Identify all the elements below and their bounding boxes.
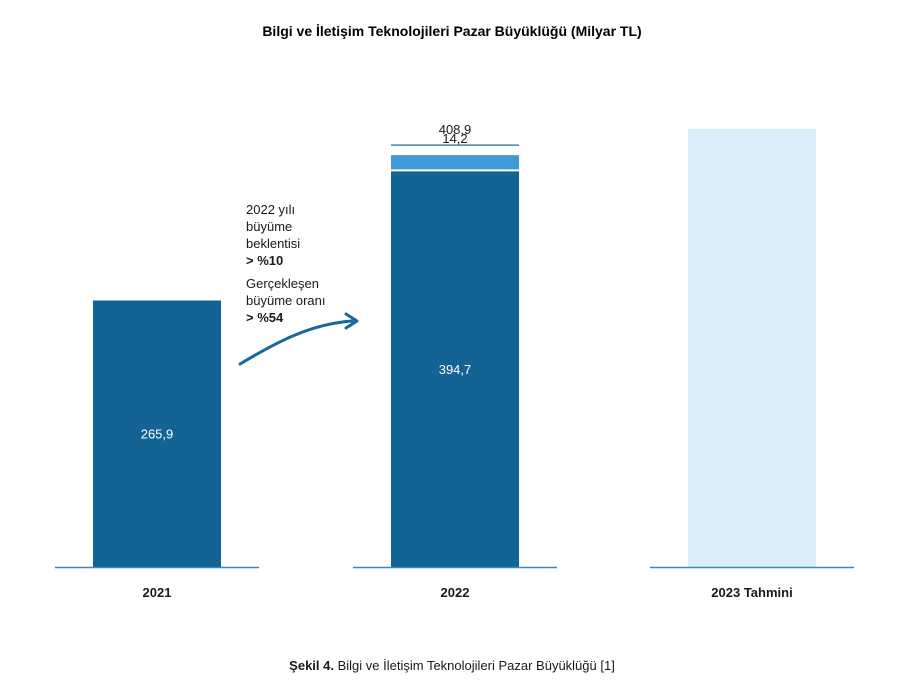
annotation-line-2: büyüme — [246, 219, 292, 234]
data-label-2022-increment: 14,2 — [442, 131, 467, 146]
annotation-line-6: büyüme oranı — [246, 293, 326, 308]
data-label-2022-base: 394,7 — [439, 362, 472, 377]
bar-2021-base — [93, 300, 221, 567]
market-size-chart: Bilgi ve İletişim Teknolojileri Pazar Bü… — [55, 23, 854, 600]
bar-2022-increment — [391, 155, 519, 170]
category-label-2023 Tahmini: 2023 Tahmini — [711, 585, 792, 600]
bar-2023 Tahmini-forecast — [688, 129, 816, 567]
figure-caption: Şekil 4. Bilgi ve İletişim Teknolojileri… — [0, 658, 904, 673]
data-label-2021-base: 265,9 — [141, 427, 174, 442]
growth-annotation: 2022 yılı büyüme beklentisi > %10 Gerçekleşe… — [238, 202, 359, 366]
baselines-layer — [55, 144, 854, 569]
annotation-line-3: beklentisi — [246, 236, 300, 251]
annotation-line-5: Gerçekleşen — [246, 276, 319, 291]
annotation-line-1: 2022 yılı — [246, 202, 295, 217]
chart-title: Bilgi ve İletişim Teknolojileri Pazar Bü… — [262, 23, 641, 39]
category-label-2021: 2021 — [143, 585, 172, 600]
caption-prefix: Şekil 4. — [289, 658, 334, 673]
caption-text: Bilgi ve İletişim Teknolojileri Pazar Bü… — [333, 658, 615, 673]
annotation-line-4: > %10 — [246, 253, 283, 268]
growth-arrow — [238, 319, 354, 366]
bar-2022-base — [391, 171, 519, 567]
category-label-2022: 2022 — [441, 585, 470, 600]
bars-layer — [93, 129, 816, 567]
total-label-2022: 408,9 — [439, 122, 472, 137]
annotation-line-7: > %54 — [246, 310, 284, 325]
growth-arrow-head — [344, 312, 359, 330]
